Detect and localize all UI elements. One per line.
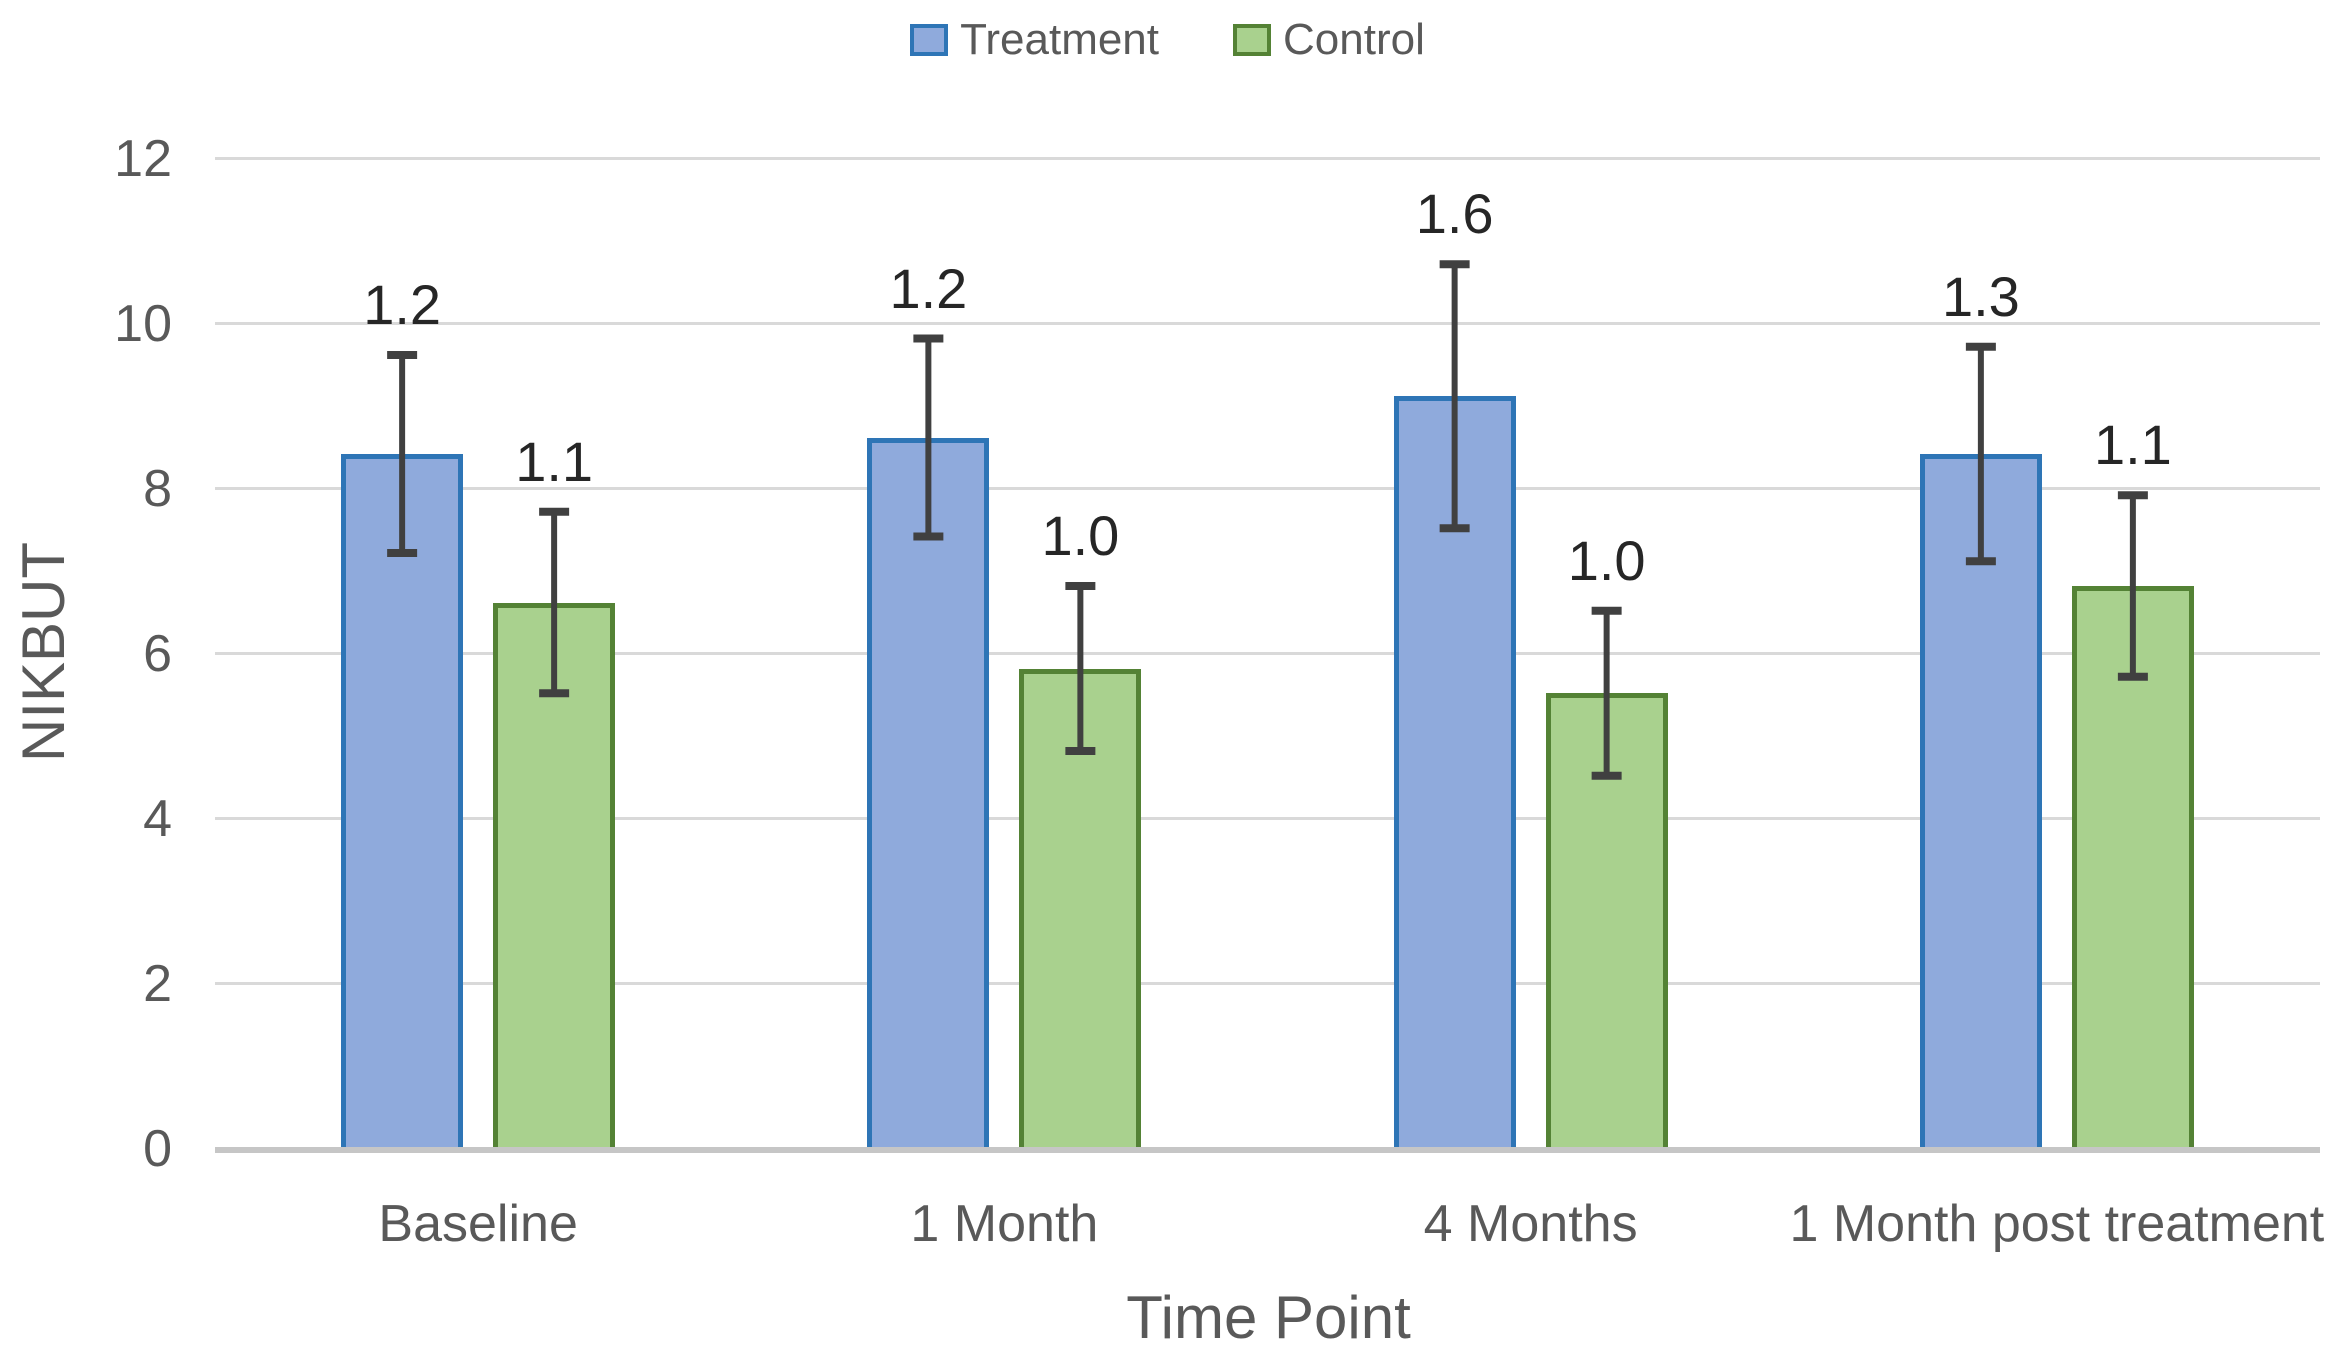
- gridline-y-8: [215, 487, 2320, 490]
- gridline-y-2: [215, 982, 2320, 985]
- x-tick-baseline: Baseline: [378, 1195, 578, 1253]
- legend-label-control: Control: [1283, 15, 1425, 64]
- legend-label-treatment: Treatment: [960, 15, 1160, 64]
- y-axis-title: NIKBUT: [10, 541, 77, 763]
- bar-treatment-1-month-post-treatment: [1919, 454, 2042, 1147]
- data-label-control-4-months: 1.0: [1567, 528, 1646, 592]
- bar-treatment-4-months: [1393, 396, 1516, 1147]
- gridline-y-6: [215, 652, 2320, 655]
- legend-item-control: Control: [1233, 18, 1425, 62]
- data-label-control-1-month-post-treatment: 1.1: [2093, 413, 2172, 477]
- gridline-y-4: [215, 817, 2320, 820]
- bar-treatment-baseline: [341, 454, 464, 1147]
- y-tick-10: 10: [114, 295, 172, 353]
- y-tick-6: 6: [143, 625, 172, 683]
- x-axis-title: Time Point: [1126, 1284, 1411, 1351]
- legend-swatch-control: [1233, 24, 1272, 56]
- y-tick-0: 0: [143, 1120, 172, 1178]
- data-label-control-1-month: 1.0: [1041, 504, 1120, 567]
- y-tick-4: 4: [143, 790, 172, 848]
- data-label-treatment-baseline: 1.2: [363, 273, 442, 336]
- y-tick-8: 8: [143, 460, 172, 518]
- x-tick-1-month-post-treatment: 1 Month post treatment: [1789, 1195, 2325, 1253]
- data-label-control-baseline: 1.1: [515, 429, 594, 493]
- bar-treatment-1-month: [867, 437, 990, 1147]
- y-tick-12: 12: [114, 130, 172, 188]
- data-label-treatment-1-month-post-treatment: 1.3: [1941, 264, 2020, 328]
- x-tick-1-month: 1 Month: [910, 1195, 1099, 1253]
- legend-item-treatment: Treatment: [910, 18, 1159, 62]
- x-axis-line: [215, 1147, 2320, 1153]
- legend: Treatment Control: [0, 18, 2335, 62]
- gridline-y-10: [215, 322, 2320, 325]
- gridline-y-12: [215, 157, 2320, 160]
- y-tick-2: 2: [143, 955, 172, 1013]
- legend-swatch-treatment: [910, 24, 949, 56]
- x-tick-4-months: 4 Months: [1423, 1195, 1638, 1253]
- data-label-treatment-1-month: 1.2: [889, 256, 968, 320]
- data-label-treatment-4-months: 1.6: [1415, 182, 1494, 246]
